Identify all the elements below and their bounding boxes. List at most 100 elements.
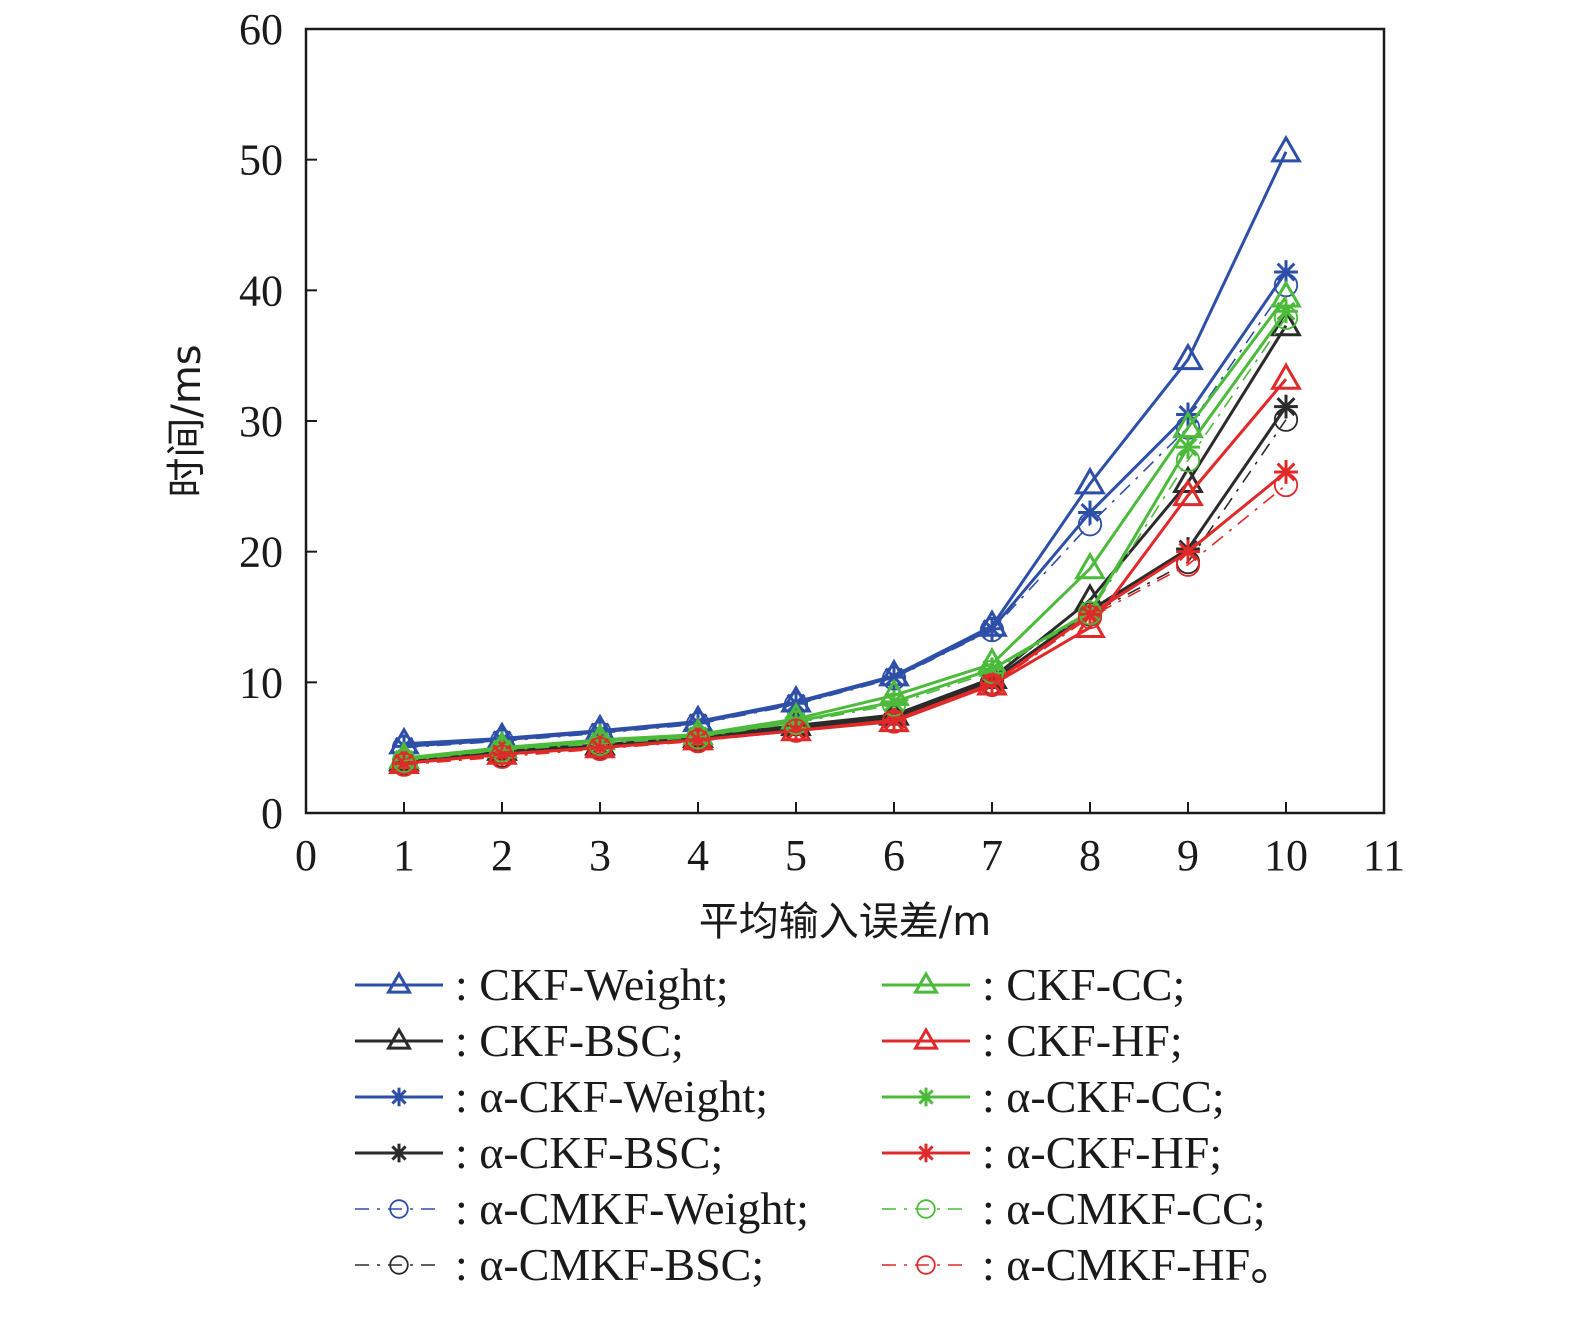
y-tick-label: 60 xyxy=(239,5,283,54)
x-tick-label: 7 xyxy=(981,831,1003,880)
legend-item: : α-CKF-Weight; xyxy=(355,1071,768,1122)
legend-item: : CKF-HF; xyxy=(882,1015,1183,1066)
legend-marker-star-icon xyxy=(916,1087,936,1107)
series-line xyxy=(403,310,1288,761)
series-line xyxy=(403,484,1287,766)
x-tick-label: 9 xyxy=(1177,831,1199,880)
data-point xyxy=(979,672,1005,698)
star-stroke xyxy=(884,667,904,687)
data-point xyxy=(1270,308,1302,337)
x-axis-title: 平均输入误差/m xyxy=(699,899,991,945)
data-point xyxy=(783,710,809,735)
legend-item: : CKF-Weight; xyxy=(355,959,729,1010)
data-point xyxy=(1175,552,1201,577)
legend-label: : α-CMKF-Weight; xyxy=(455,1183,809,1234)
data-point xyxy=(881,709,907,734)
plot-frame xyxy=(304,27,1386,815)
series-α-CKF-BSC xyxy=(392,394,1298,774)
series-line xyxy=(403,317,1287,762)
legend: : CKF-Weight; : CKF-CC; : CKF-BSC; : CKF-HF… xyxy=(355,959,1296,1290)
data-point xyxy=(1273,407,1299,432)
star-stroke xyxy=(1178,542,1198,562)
legend-marker-star-icon xyxy=(916,1143,936,1163)
plot-lines xyxy=(388,134,1302,777)
star-stroke xyxy=(688,730,708,750)
data-point xyxy=(1274,394,1298,419)
legend-item: : α-CMKF-BSC; xyxy=(355,1239,764,1290)
data-point xyxy=(1270,362,1302,390)
legend-label: : CKF-Weight; xyxy=(455,959,729,1010)
series-α-CMKF-Weight xyxy=(391,273,1299,760)
y-tick-label: 30 xyxy=(239,397,283,446)
star-stroke xyxy=(1276,262,1296,282)
series-α-CMKF-CC xyxy=(391,305,1299,773)
data-point xyxy=(980,616,1004,641)
legend-item: : α-CKF-HF; xyxy=(882,1127,1222,1178)
legend-marker-circle-icon xyxy=(389,1199,409,1219)
legend-label: : CKF-CC; xyxy=(982,959,1185,1010)
star-stroke xyxy=(391,1089,407,1105)
data-point xyxy=(1172,342,1204,371)
legend-label: : α-CKF-HF; xyxy=(982,1127,1222,1178)
legend-label: : CKF-BSC; xyxy=(455,1015,684,1066)
legend-marker-star-icon xyxy=(389,1087,409,1107)
y-tick-label: 10 xyxy=(239,658,283,707)
data-point xyxy=(1175,448,1201,473)
y-tick-label: 40 xyxy=(239,266,283,315)
legend-label: : CKF-HF; xyxy=(982,1015,1183,1066)
star-stroke xyxy=(394,753,414,773)
legend-label: : α-CMKF-BSC; xyxy=(455,1239,764,1290)
legend-marker-circle-icon xyxy=(916,1199,936,1219)
x-tick-label: 8 xyxy=(1079,831,1101,880)
data-point xyxy=(1270,134,1302,163)
legend-marker-triangle-icon xyxy=(385,1026,413,1050)
data-point xyxy=(1077,604,1103,630)
data-point xyxy=(587,731,613,756)
y-tick-label: 20 xyxy=(239,528,283,577)
legend-marker-triangle-icon xyxy=(912,1026,940,1050)
star-stroke xyxy=(918,1089,934,1105)
data-point xyxy=(1172,465,1204,494)
legend-label: : α-CMKF-CC; xyxy=(982,1183,1266,1234)
legend-item: : CKF-BSC; xyxy=(355,1015,684,1066)
star-stroke xyxy=(1276,397,1296,417)
series-line xyxy=(403,271,1288,748)
series-CKF-CC xyxy=(388,279,1302,769)
star-stroke xyxy=(918,1145,934,1161)
star-stroke xyxy=(884,692,904,712)
x-tick-label: 4 xyxy=(687,831,709,880)
y-axis-title: 时间/ms xyxy=(164,344,210,497)
data-point xyxy=(1172,478,1204,507)
x-tick-label: 10 xyxy=(1264,831,1308,880)
data-point xyxy=(1077,512,1103,537)
data-point xyxy=(1273,472,1299,498)
data-point xyxy=(1176,539,1200,564)
star-stroke xyxy=(786,721,806,741)
legend-marker-triangle-icon xyxy=(912,970,940,994)
legend-marker-star-icon xyxy=(389,1143,409,1163)
data-point xyxy=(587,736,613,762)
x-tick-label: 1 xyxy=(393,831,415,880)
legend-marker-triangle-icon xyxy=(385,970,413,994)
series-CKF-BSC xyxy=(388,308,1302,772)
data-point xyxy=(1273,273,1299,298)
legend-marker-circle-icon xyxy=(389,1255,409,1275)
data-point xyxy=(489,744,515,769)
x-tick-label: 11 xyxy=(1363,831,1405,880)
legend-marker-circle-icon xyxy=(916,1255,936,1275)
x-tick-label: 0 xyxy=(295,831,317,880)
star-stroke xyxy=(1276,462,1296,482)
legend-label: : α-CKF-CC; xyxy=(982,1071,1225,1122)
legend-item: : α-CKF-BSC; xyxy=(355,1127,723,1178)
data-point xyxy=(685,729,711,754)
series-α-CKF-Weight xyxy=(392,260,1298,759)
legend-item: : α-CMKF-CC; xyxy=(882,1183,1266,1234)
legend-item: : CKF-CC; xyxy=(882,959,1185,1010)
data-point xyxy=(489,738,515,763)
star-stroke xyxy=(1276,301,1296,321)
data-point xyxy=(783,718,809,743)
series-α-CKF-CC xyxy=(392,299,1298,772)
legend-label: : α-CMKF-HF。 xyxy=(982,1239,1296,1290)
data-point xyxy=(1074,551,1106,580)
